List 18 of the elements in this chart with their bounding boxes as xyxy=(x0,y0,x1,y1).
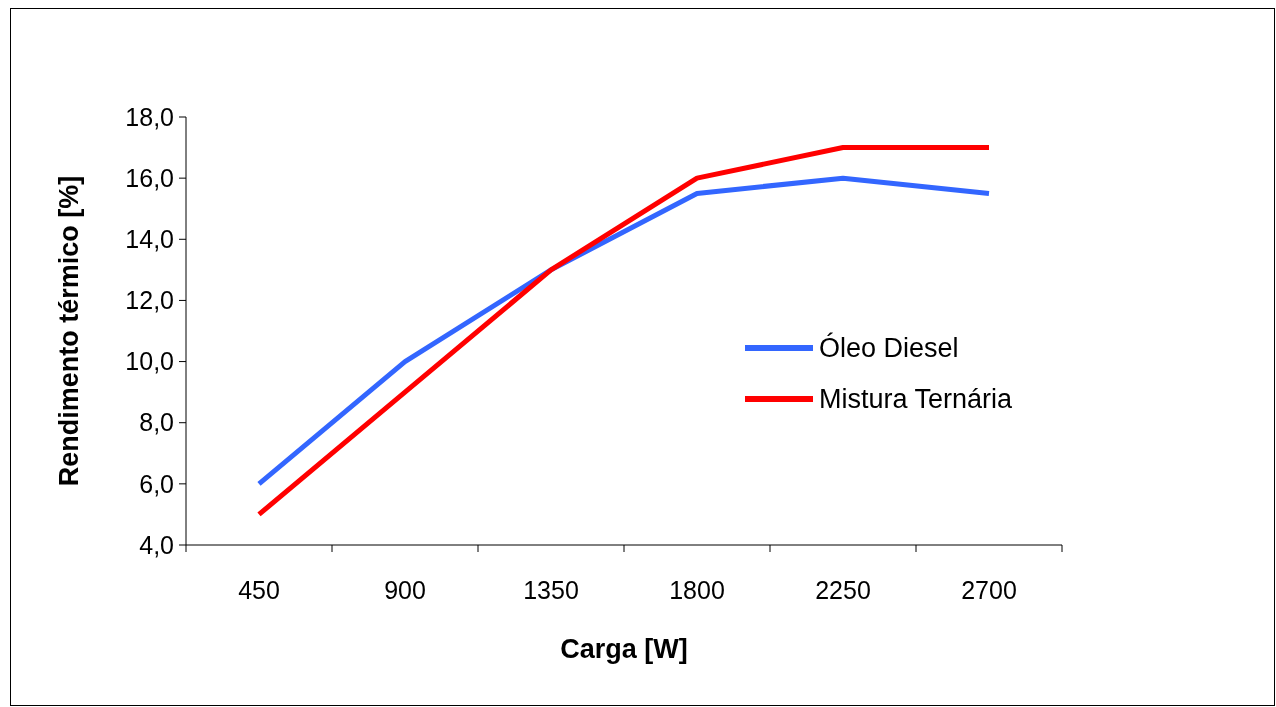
x-tick-label: 450 xyxy=(238,576,280,604)
x-tick-label: 2250 xyxy=(815,576,871,604)
y-tick-label: 12,0 xyxy=(125,286,174,315)
x-tick-label: 1800 xyxy=(669,576,725,604)
y-axis-title: Rendimento térmico [%] xyxy=(54,175,84,487)
legend-label: Óleo Diesel xyxy=(819,332,959,364)
x-tick-label: 2700 xyxy=(961,576,1017,604)
legend-label: Mistura Ternária xyxy=(819,384,1014,415)
y-tick-label: 4,0 xyxy=(139,530,174,559)
x-axis-title: Carga [W] xyxy=(560,634,688,664)
y-tick-label: 8,0 xyxy=(139,408,174,437)
y-tick-label: 6,0 xyxy=(139,469,174,498)
x-tick-label: 900 xyxy=(384,576,426,604)
y-tick-label: 18,0 xyxy=(125,102,174,131)
y-tick-label: 14,0 xyxy=(125,225,174,254)
y-tick-label: 10,0 xyxy=(125,347,174,376)
y-tick-label: 16,0 xyxy=(125,163,174,192)
x-tick-label: 1350 xyxy=(523,576,579,604)
